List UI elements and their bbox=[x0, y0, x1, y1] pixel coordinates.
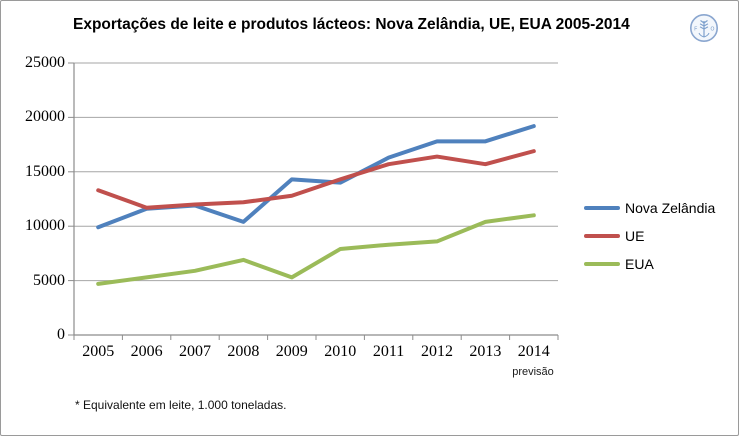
y-axis-label: 20000 bbox=[25, 108, 65, 126]
chart-title: Exportações de leite e produtos lácteos:… bbox=[73, 16, 630, 33]
x-axis-label: 2005 bbox=[82, 343, 115, 360]
x-axis-label: 2012 bbox=[421, 343, 453, 360]
y-axis-label: 25000 bbox=[25, 54, 65, 71]
x-axis-label: 2008 bbox=[227, 343, 260, 360]
legend-line-swatch bbox=[584, 234, 620, 238]
legend-entry-nova-zelândia: Nova Zelândia bbox=[584, 194, 715, 222]
y-axis-label: 5000 bbox=[33, 271, 65, 289]
chart-footnote: * Equivalente em leite, 1.000 toneladas. bbox=[75, 398, 287, 412]
fao-logo-icon: F O bbox=[690, 14, 718, 42]
forecast-note: previsão bbox=[512, 366, 554, 378]
svg-text:F: F bbox=[694, 27, 697, 33]
legend-entry-eua: EUA bbox=[584, 250, 715, 278]
legend-label: UE bbox=[625, 228, 645, 244]
x-axis-label: 2010 bbox=[324, 343, 357, 360]
x-axis-label: 2011 bbox=[372, 343, 405, 360]
x-axis-label: 2006 bbox=[130, 343, 163, 360]
legend-label: EUA bbox=[625, 256, 654, 272]
legend-line-swatch bbox=[584, 206, 620, 210]
y-axis-label: 15000 bbox=[25, 162, 65, 180]
svg-text:O: O bbox=[711, 27, 715, 33]
series-line-nova-zelândia bbox=[96, 124, 536, 230]
y-axis-label: 0 bbox=[57, 326, 65, 343]
series-line-ue bbox=[96, 149, 536, 210]
chart-legend: Nova Zelândia UE EUA bbox=[584, 194, 715, 278]
legend-line-swatch bbox=[584, 262, 620, 266]
x-axis-label: 2013 bbox=[469, 343, 502, 360]
y-axis-label: 10000 bbox=[25, 217, 65, 235]
x-axis-label: 2014 bbox=[517, 343, 550, 360]
x-axis-label: 2007 bbox=[179, 343, 211, 360]
series-line-eua bbox=[96, 213, 536, 286]
legend-entry-ue: UE bbox=[584, 222, 715, 250]
legend-label: Nova Zelândia bbox=[625, 200, 716, 216]
x-axis-label: 2009 bbox=[275, 343, 308, 360]
